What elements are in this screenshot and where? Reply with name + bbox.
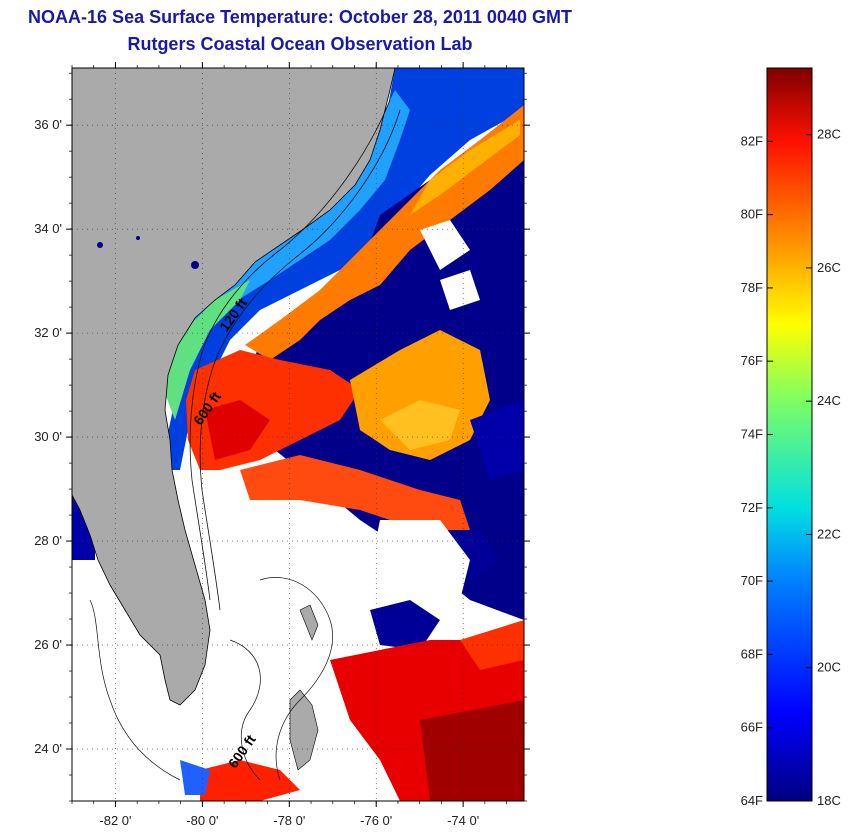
colorbar-c-label: 28C <box>817 127 841 142</box>
lake <box>191 261 199 269</box>
map-frame <box>71 67 525 802</box>
colorbar-c-label: 24C <box>817 393 841 408</box>
lat-tick-label: 32 0' <box>34 325 62 340</box>
cloud-patch <box>420 220 470 270</box>
map-axes: 24 0' 26 0' 28 0' 30 0' 32 0' 34 0' 36 0' -82 0… <box>34 62 530 828</box>
lat-tick-label: 28 0' <box>34 533 62 548</box>
island <box>299 604 319 641</box>
colorbar-f-label: 80F <box>741 207 763 222</box>
cold-shelf-water <box>160 68 524 470</box>
lon-tick-label: -80 0' <box>186 813 218 828</box>
lon-tick-label: -74 0' <box>447 813 479 828</box>
warm-fragment <box>200 760 300 801</box>
colorbar-f-label: 72F <box>741 500 763 515</box>
lake <box>97 242 103 248</box>
map-subtitle: Rutgers Coastal Ocean Observation Lab <box>127 34 473 54</box>
lon-tick-label: -78 0' <box>273 813 305 828</box>
lon-tick-label: -82 0' <box>99 813 131 828</box>
colorbar-c-label: 26C <box>817 260 841 275</box>
warm-core-hot <box>205 400 270 460</box>
lat-tick-label: 24 0' <box>34 741 62 756</box>
colorbar-f-label: 66F <box>741 720 763 735</box>
contour-line <box>199 109 401 611</box>
colorbar-c-label: 18C <box>817 793 841 808</box>
cold-patch <box>470 400 524 480</box>
warm-eddy-inner <box>380 400 460 450</box>
colorbar-f-label: 76F <box>741 353 763 368</box>
lat-tick-label: 30 0' <box>34 429 62 444</box>
map-title: NOAA-16 Sea Surface Temperature: October… <box>28 7 572 27</box>
land-mass <box>72 68 396 706</box>
lake <box>136 236 140 240</box>
graticule <box>72 68 524 801</box>
lat-tick-label: 26 0' <box>34 637 62 652</box>
colorbar-f-label: 82F <box>741 133 763 148</box>
hot-southeast <box>420 700 524 801</box>
lon-tick-label: -76 0' <box>360 813 392 828</box>
cloud-patch <box>370 520 470 600</box>
cold-patch <box>370 600 440 650</box>
contour-line <box>189 99 391 601</box>
warm-band-south <box>240 455 470 530</box>
island <box>289 689 319 771</box>
contour-line <box>89 599 181 781</box>
colorbar-ticks: 64F 66F 68F 70F 72F 74F 76F 78F 80F 82F 18C 20C 22C 2… <box>741 127 841 808</box>
gulf-stream-edge <box>410 120 520 215</box>
warm-eddy <box>350 330 490 460</box>
colorbar-f-label: 78F <box>741 280 763 295</box>
contour-line <box>229 639 261 781</box>
contour-line <box>259 577 333 781</box>
lat-tick-label: 34 0' <box>34 221 62 236</box>
colorbar <box>766 67 813 802</box>
colorbar-f-label: 74F <box>741 427 763 442</box>
cloud-patch <box>440 270 480 310</box>
colorbar-c-label: 22C <box>817 526 841 541</box>
colorbar-f-label: 70F <box>741 573 763 588</box>
lat-tick-label: 36 0' <box>34 117 62 132</box>
shelf-water-green <box>160 280 250 420</box>
colorbar-f-label: 68F <box>741 646 763 661</box>
colorbar-c-label: 20C <box>817 660 841 675</box>
colorbar-f-label: 64F <box>741 793 763 808</box>
